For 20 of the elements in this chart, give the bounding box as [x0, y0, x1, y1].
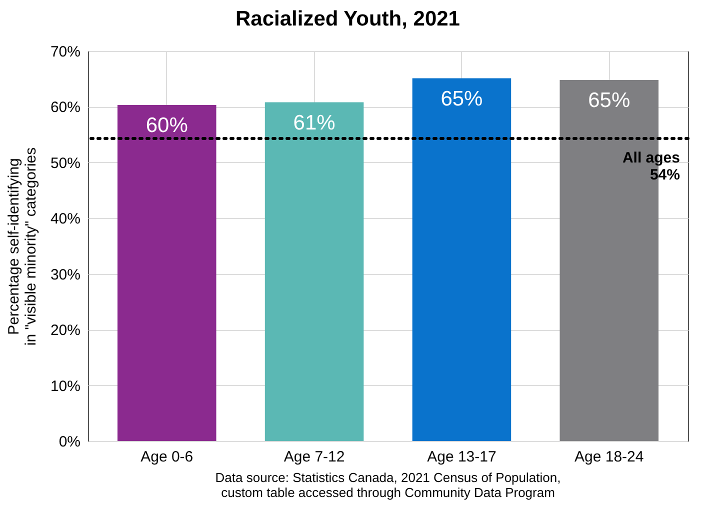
source-note: Data source: Statistics Canada, 2021 Census of Population, custom table accessed through Community Data Program — [215, 470, 561, 500]
y-tick-label: 30% — [50, 266, 80, 284]
data-label: 65% — [440, 87, 483, 110]
data-label: 61% — [293, 111, 336, 134]
y-tick-label: 10% — [50, 378, 80, 395]
y-tick-label: 0% — [58, 434, 80, 450]
chart-title: Racialized Youth, 2021 — [235, 8, 460, 30]
y-tick-label: 50% — [50, 154, 80, 172]
x-tick-label: Age 18-24 — [574, 448, 644, 466]
ref-line-label: All ages 54% — [622, 149, 680, 184]
data-label: 60% — [146, 114, 188, 138]
y-tick-label: 60% — [50, 99, 80, 116]
x-tick-label: Age 7-12 — [284, 448, 345, 466]
x-tick-label: Age 13-17 — [427, 448, 496, 466]
data-label: 65% — [588, 88, 630, 112]
y-axis-title: Percentage self-identifying in "visible minority" categories — [5, 147, 40, 346]
y-tick-label: 20% — [50, 322, 80, 340]
x-tick-label: Age 0-6 — [140, 448, 194, 466]
y-tick-label: 40% — [50, 210, 80, 228]
y-tick-label: 70% — [50, 44, 80, 60]
